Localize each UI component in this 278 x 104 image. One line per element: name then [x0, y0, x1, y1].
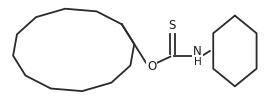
Text: H: H	[193, 57, 201, 67]
Text: O: O	[147, 60, 156, 73]
Text: S: S	[169, 19, 176, 32]
Text: N: N	[193, 45, 202, 58]
